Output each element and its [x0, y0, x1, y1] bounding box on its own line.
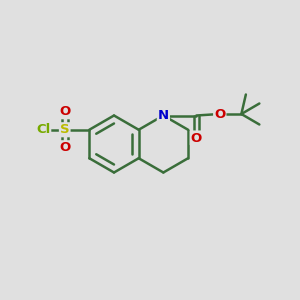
Text: O: O	[191, 131, 202, 145]
Text: N: N	[158, 109, 169, 122]
Text: O: O	[214, 107, 225, 121]
Text: O: O	[59, 141, 70, 154]
Text: O: O	[59, 105, 70, 118]
Text: Cl: Cl	[36, 123, 50, 136]
Text: S: S	[60, 123, 70, 136]
